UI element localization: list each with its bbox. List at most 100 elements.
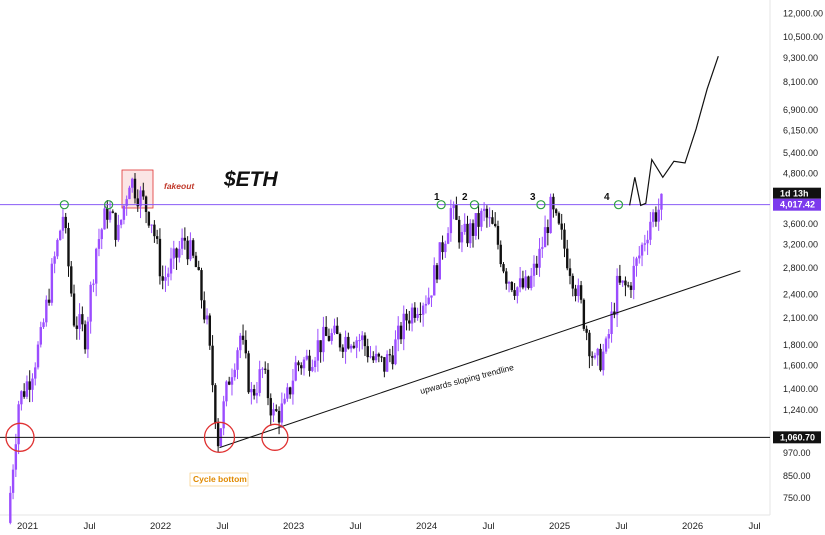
candle-body-72 — [208, 315, 212, 346]
candle-body-175 — [493, 223, 497, 226]
candle-body-7 — [28, 381, 31, 390]
candle-body-81 — [233, 369, 236, 378]
candle-body-210 — [590, 356, 594, 358]
candle-body-166 — [469, 223, 472, 244]
candle-body-71 — [205, 315, 209, 320]
candle-body-37 — [111, 211, 115, 213]
candle-body-162 — [457, 219, 461, 243]
candle-body-66 — [191, 240, 195, 256]
candle-body-114 — [324, 326, 328, 336]
candles — [9, 173, 663, 525]
touch-marker-5 — [613, 200, 624, 210]
price-tick-17: 970.00 — [783, 448, 811, 458]
candle-body-192 — [541, 247, 544, 249]
candle-body-82 — [236, 350, 239, 370]
candle-body-223 — [626, 285, 630, 287]
candle-body-188 — [530, 275, 533, 289]
candle-body-116 — [330, 333, 333, 341]
candle-body-202 — [568, 268, 572, 276]
price-axis[interactable]: 12,000.00 10,500.00 9,300.00 8,100.00 6,900.… — [783, 9, 823, 503]
candle-body-169 — [477, 213, 480, 227]
candle-body-182 — [513, 290, 516, 296]
candle-body-178 — [502, 264, 505, 272]
candle-body-75 — [216, 422, 220, 447]
candle-body-107 — [305, 355, 308, 360]
candle-body-35 — [106, 208, 109, 220]
candle-body-206 — [579, 285, 583, 300]
candle-body-9 — [34, 367, 37, 379]
candle-body-154 — [435, 265, 439, 280]
touch-label-2: 2 — [462, 192, 468, 203]
candle-body-213 — [599, 348, 602, 371]
candle-body-62 — [180, 237, 184, 249]
cycle-bottom-label: Cycle bottom — [193, 474, 247, 484]
candle-body-189 — [532, 263, 536, 276]
date-tick-9: Jul — [616, 521, 628, 532]
candle-body-226 — [635, 258, 638, 266]
candle-body-78 — [225, 381, 228, 402]
candle-body-60 — [175, 248, 178, 258]
candle-body-79 — [227, 381, 231, 385]
candle-body-145 — [410, 307, 414, 324]
candle-body-224 — [629, 285, 633, 290]
candle-body-119 — [338, 333, 342, 348]
date-tick-3: Jul — [217, 521, 229, 532]
bottom-circle-0 — [5, 422, 35, 452]
candle-body-163 — [460, 231, 464, 243]
date-tick-2: 2022 — [150, 521, 171, 532]
candle-body-220 — [618, 275, 622, 283]
candle-body-152 — [430, 295, 433, 298]
candle-body-55 — [161, 276, 164, 281]
price-tick-2: 9,300.00 — [783, 53, 818, 63]
candle-body-195 — [549, 196, 552, 234]
candle-body-61 — [178, 248, 181, 258]
candle-body-34 — [103, 208, 106, 230]
date-axis[interactable]: 2021 Jul 2022 Jul 2023 Jul 2024 Jul 2025 Jul 2026 J… — [17, 521, 761, 532]
candle-body-10 — [36, 344, 40, 368]
candle-body-32 — [97, 239, 101, 249]
candle-body-148 — [419, 313, 422, 315]
candle-body-18 — [58, 230, 62, 241]
candle-body-15 — [50, 263, 54, 303]
bottom-circles — [5, 421, 289, 453]
candle-body-53 — [155, 236, 159, 239]
candle-body-31 — [94, 248, 98, 284]
candle-body-141 — [399, 325, 403, 340]
candle-body-201 — [566, 248, 569, 269]
candle-body-57 — [167, 273, 170, 278]
touch-markers — [59, 200, 624, 210]
candle-body-155 — [438, 242, 441, 280]
candle-body-46 — [136, 198, 139, 207]
candle-body-179 — [505, 271, 508, 284]
candle-body-0 — [9, 492, 12, 523]
candle-body-58 — [169, 258, 173, 274]
candle-body-96 — [275, 409, 278, 411]
candle-body-109 — [311, 366, 314, 371]
candle-body-20 — [64, 216, 67, 229]
candle-body-120 — [341, 347, 345, 352]
price-tick-3: 8,100.00 — [783, 77, 818, 87]
bottom-circle-1 — [203, 421, 236, 453]
candle-body-54 — [158, 238, 162, 277]
countdown-text: 1d 13h — [780, 189, 809, 199]
candle-body-27 — [83, 324, 87, 350]
candle-body-140 — [397, 325, 400, 340]
candle-body-1 — [11, 469, 15, 493]
candle-body-103 — [294, 362, 297, 381]
candle-body-177 — [499, 244, 502, 265]
candle-body-56 — [164, 277, 167, 281]
date-tick-6: 2024 — [416, 521, 437, 532]
candle-body-129 — [366, 346, 369, 358]
candle-body-232 — [651, 212, 655, 222]
candle-body-23 — [72, 293, 76, 326]
candle-body-38 — [114, 212, 117, 240]
candle-body-80 — [230, 377, 234, 385]
candle-body-33 — [100, 229, 103, 240]
candle-body-28 — [86, 321, 90, 350]
candle-body-176 — [496, 225, 500, 245]
price-tick-15: 1,400.00 — [783, 384, 818, 394]
candle-body-73 — [211, 345, 214, 386]
candle-body-112 — [319, 340, 322, 353]
candle-body-121 — [344, 336, 347, 352]
